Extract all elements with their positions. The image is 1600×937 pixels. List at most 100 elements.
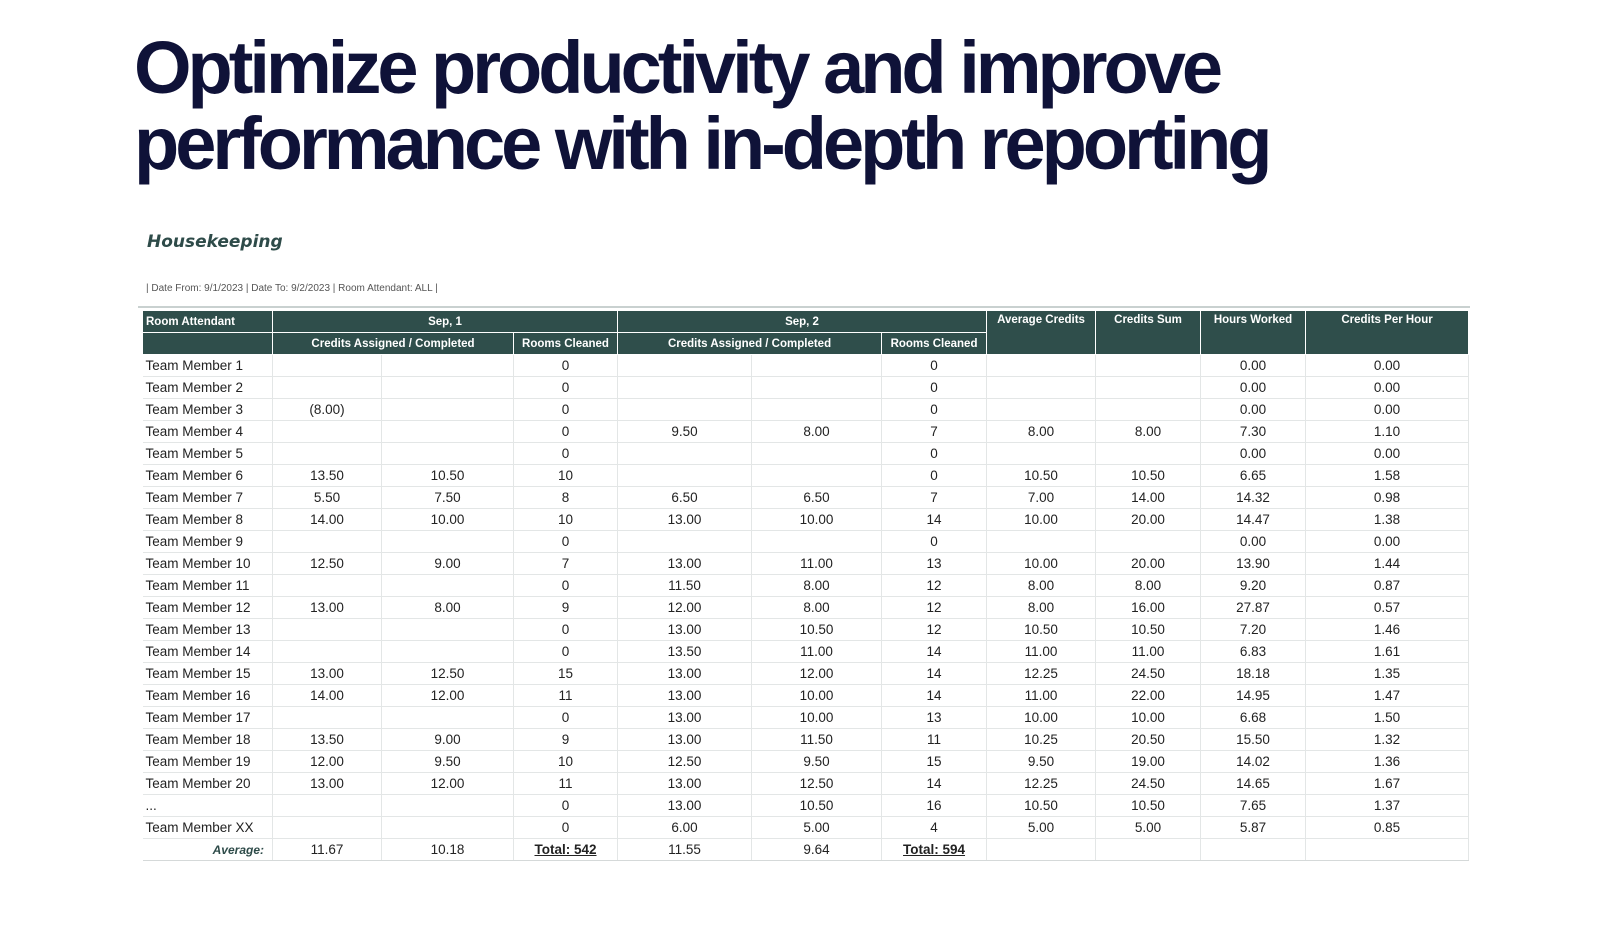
table-row: Team Member 7 5.50 7.50 8 6.50 6.50 7 7.00 14.00…	[142, 486, 1470, 509]
table-row: Team Member 14 0 13.50 11.00 14 11.00 11.00 6.8…	[142, 640, 1470, 663]
table-row: Team Member 1 0 0 0.00 0.00	[142, 354, 1470, 377]
day2-assigned: 12.50	[617, 750, 753, 773]
day2-rooms: 15	[881, 750, 988, 773]
day2-rooms: 14	[881, 684, 988, 707]
credits-per-hour: 0.87	[1305, 574, 1470, 597]
day2-completed: 10.50	[751, 794, 883, 817]
day1-completed: 10.50	[381, 464, 514, 487]
hours-worked: 14.65	[1200, 772, 1307, 795]
table-row: Team Member 17 0 13.00 10.00 13 10.00 10.00 6.6…	[142, 706, 1470, 729]
avg-day2-assigned: 11.55	[617, 838, 753, 861]
table-row: Team Member 12 13.00 8.00 9 12.00 8.00 12 8.00 1…	[142, 596, 1470, 619]
day2-completed	[751, 376, 883, 399]
day2-rooms: 16	[881, 794, 988, 817]
day1-assigned: 14.00	[272, 508, 382, 531]
credits-sum	[1095, 354, 1202, 377]
day2-rooms: 13	[881, 552, 988, 575]
day2-rooms: 7	[881, 420, 988, 443]
day2-completed: 8.00	[751, 574, 883, 597]
day2-assigned: 6.50	[617, 486, 753, 509]
day2-rooms: 0	[881, 442, 988, 465]
attendant-name: Team Member XX	[142, 816, 273, 839]
day2-assigned: 13.00	[617, 728, 753, 751]
credits-sum: 10.50	[1095, 794, 1202, 817]
day2-completed: 5.00	[751, 816, 883, 839]
day1-completed: 9.50	[381, 750, 514, 773]
attendant-name: Team Member 17	[142, 706, 273, 729]
day2-assigned: 13.00	[617, 508, 753, 531]
attendant-name: Team Member 3	[142, 398, 273, 421]
table-row: ... 0 13.00 10.50 16 10.50 10.50 7.65 1.37	[142, 794, 1470, 817]
credits-per-hour: 1.67	[1305, 772, 1470, 795]
day1-completed	[381, 816, 514, 839]
day1-assigned	[272, 574, 382, 597]
attendant-name: Team Member 7	[142, 486, 273, 509]
day2-assigned: 13.00	[617, 772, 753, 795]
attendant-name: Team Member 18	[142, 728, 273, 751]
credits-sum: 14.00	[1095, 486, 1202, 509]
day1-rooms: 10	[513, 508, 619, 531]
credits-per-hour: 0.57	[1305, 596, 1470, 619]
headline-line-1: Optimize productivity and improve	[134, 26, 1223, 109]
avg-day1-assigned: 11.67	[272, 838, 382, 861]
attendant-name: Team Member 5	[142, 442, 273, 465]
day1-assigned	[272, 794, 382, 817]
average-credits: 10.00	[986, 706, 1097, 729]
day2-completed: 10.50	[751, 618, 883, 641]
day2-completed: 8.00	[751, 420, 883, 443]
credits-per-hour: 0.98	[1305, 486, 1470, 509]
day1-completed	[381, 574, 514, 597]
day1-assigned: 13.00	[272, 662, 382, 685]
credits-per-hour: 0.00	[1305, 354, 1470, 377]
day1-completed: 7.50	[381, 486, 514, 509]
day1-total: Total: 542	[513, 838, 619, 861]
header-blank	[142, 332, 273, 355]
hours-worked: 6.68	[1200, 706, 1307, 729]
credits-per-hour: 1.38	[1305, 508, 1470, 531]
avg-blank-3	[1200, 838, 1307, 861]
credits-sum: 24.50	[1095, 662, 1202, 685]
day1-completed: 12.50	[381, 662, 514, 685]
credits-sum: 24.50	[1095, 772, 1202, 795]
day1-completed	[381, 420, 514, 443]
attendant-name: Team Member 8	[142, 508, 273, 531]
day2-completed	[751, 398, 883, 421]
day2-rooms: 4	[881, 816, 988, 839]
attendant-name: Team Member 20	[142, 772, 273, 795]
avg-day2-completed: 9.64	[751, 838, 883, 861]
credits-per-hour: 0.00	[1305, 530, 1470, 553]
attendant-name: Team Member 12	[142, 596, 273, 619]
day1-completed: 9.00	[381, 552, 514, 575]
hours-worked: 0.00	[1200, 442, 1307, 465]
credits-sum: 16.00	[1095, 596, 1202, 619]
attendant-name: Team Member 2	[142, 376, 273, 399]
day1-assigned: 13.00	[272, 772, 382, 795]
attendant-name: Team Member 14	[142, 640, 273, 663]
hours-worked: 7.30	[1200, 420, 1307, 443]
table-row: Team Member 18 13.50 9.00 9 13.00 11.50 11 10.2…	[142, 728, 1470, 751]
header-row-top: Room Attendant Sep, 1 Sep, 2 Average Cre…	[142, 310, 1470, 355]
day1-assigned	[272, 354, 382, 377]
average-credits: 5.00	[986, 816, 1097, 839]
day1-rooms: 0	[513, 816, 619, 839]
average-credits	[986, 530, 1097, 553]
day2-completed	[751, 464, 883, 487]
header-row-sub: Credits Assigned / Completed Rooms Clean…	[142, 332, 1469, 355]
day1-rooms: 9	[513, 596, 619, 619]
day1-completed: 10.00	[381, 508, 514, 531]
day1-completed	[381, 618, 514, 641]
day1-rooms: 8	[513, 486, 619, 509]
day1-assigned	[272, 530, 382, 553]
credits-per-hour: 1.10	[1305, 420, 1470, 443]
avg-day1-completed: 10.18	[381, 838, 514, 861]
day2-rooms: 12	[881, 574, 988, 597]
day1-rooms: 10	[513, 750, 619, 773]
credits-sum: 10.00	[1095, 706, 1202, 729]
credits-sum	[1095, 398, 1202, 421]
hours-worked: 18.18	[1200, 662, 1307, 685]
credits-sum	[1095, 376, 1202, 399]
header-day1-credits: Credits Assigned / Completed	[272, 332, 514, 355]
table-row: Team Member 5 0 0 0.00 0.00	[142, 442, 1470, 465]
credits-per-hour: 1.37	[1305, 794, 1470, 817]
day1-rooms: 0	[513, 376, 619, 399]
